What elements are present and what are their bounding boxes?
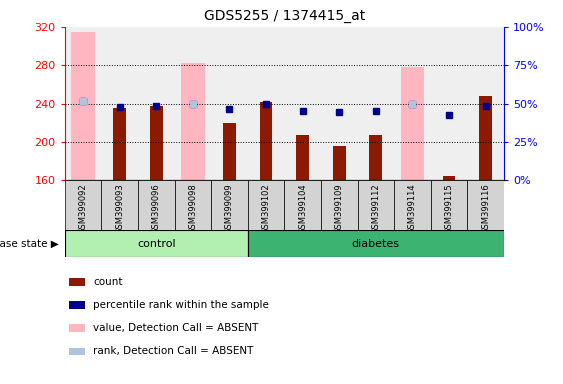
Text: count: count: [93, 277, 123, 287]
Bar: [181, 63, 205, 180]
Bar: [321, 27, 358, 180]
Bar: [113, 108, 126, 180]
Bar: [69, 301, 84, 309]
Text: diabetes: diabetes: [352, 239, 400, 249]
Text: control: control: [137, 239, 176, 249]
Bar: [223, 123, 236, 180]
Bar: [65, 230, 248, 257]
Bar: [69, 324, 84, 332]
Bar: [69, 348, 84, 355]
Bar: [101, 27, 138, 180]
Bar: [443, 176, 455, 180]
Text: GSM399096: GSM399096: [152, 183, 160, 234]
Bar: [71, 32, 95, 180]
Bar: [358, 180, 394, 230]
Bar: [467, 27, 504, 180]
Bar: [248, 180, 284, 230]
Bar: [138, 180, 175, 230]
Bar: [150, 106, 163, 180]
Bar: [333, 146, 346, 180]
Bar: [321, 180, 358, 230]
Text: rank, Detection Call = ABSENT: rank, Detection Call = ABSENT: [93, 346, 254, 356]
Bar: [175, 180, 211, 230]
Text: GSM399114: GSM399114: [408, 183, 417, 233]
Text: percentile rank within the sample: percentile rank within the sample: [93, 300, 269, 310]
Bar: [211, 180, 248, 230]
Bar: [284, 180, 321, 230]
Bar: [431, 27, 467, 180]
Text: GSM399098: GSM399098: [189, 183, 197, 234]
Bar: [248, 27, 284, 180]
Bar: [284, 27, 321, 180]
Bar: [175, 27, 211, 180]
Bar: [211, 27, 248, 180]
Bar: [69, 278, 84, 286]
Text: GSM399099: GSM399099: [225, 183, 234, 233]
Text: GSM399104: GSM399104: [298, 183, 307, 233]
Bar: [65, 27, 101, 180]
Text: GSM399102: GSM399102: [262, 183, 270, 233]
Text: disease state ▶: disease state ▶: [0, 239, 59, 249]
Bar: [101, 180, 138, 230]
Text: value, Detection Call = ABSENT: value, Detection Call = ABSENT: [93, 323, 258, 333]
Bar: [138, 27, 175, 180]
Bar: [479, 96, 492, 180]
Bar: [248, 230, 504, 257]
Bar: [296, 136, 309, 180]
Bar: [260, 102, 272, 180]
Bar: [400, 67, 425, 180]
Bar: [467, 180, 504, 230]
Bar: [394, 180, 431, 230]
Text: GSM399116: GSM399116: [481, 183, 490, 234]
Text: GSM399115: GSM399115: [445, 183, 453, 233]
Bar: [369, 136, 382, 180]
Text: GSM399112: GSM399112: [372, 183, 380, 233]
Bar: [394, 27, 431, 180]
Text: GSM399092: GSM399092: [79, 183, 87, 233]
Bar: [65, 180, 101, 230]
Bar: [358, 27, 394, 180]
Text: GSM399093: GSM399093: [115, 183, 124, 234]
Title: GDS5255 / 1374415_at: GDS5255 / 1374415_at: [204, 9, 365, 23]
Bar: [431, 180, 467, 230]
Text: GSM399109: GSM399109: [335, 183, 343, 233]
